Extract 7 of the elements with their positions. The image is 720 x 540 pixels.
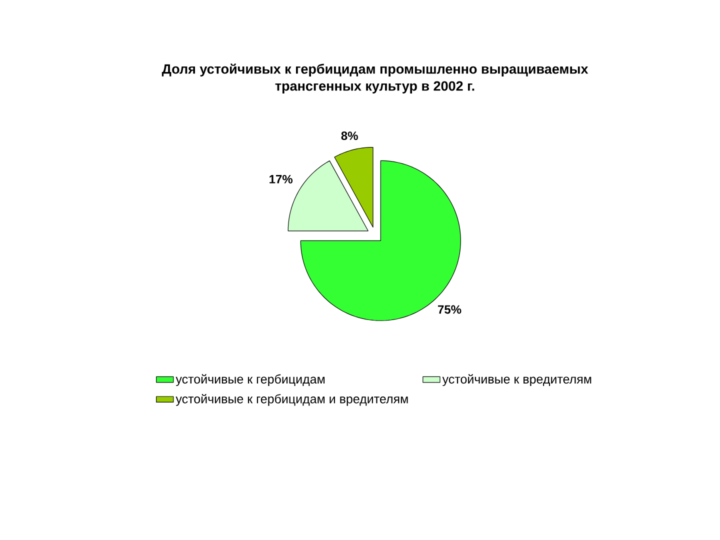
legend-label: устойчивые к вредителям	[442, 374, 592, 386]
data-label: 8%	[341, 132, 358, 140]
chart-title: Доля устойчивых к гербицидам промышленно выращиваемых трансгенных культур в 2002 г.	[162, 64, 588, 94]
legend-label: устойчивые к гербицидам	[176, 374, 325, 386]
data-label: 75%	[438, 305, 462, 314]
data-label: 17%	[270, 174, 293, 184]
legend-label: устойчивые к гербицидам и вредителям	[176, 394, 408, 406]
